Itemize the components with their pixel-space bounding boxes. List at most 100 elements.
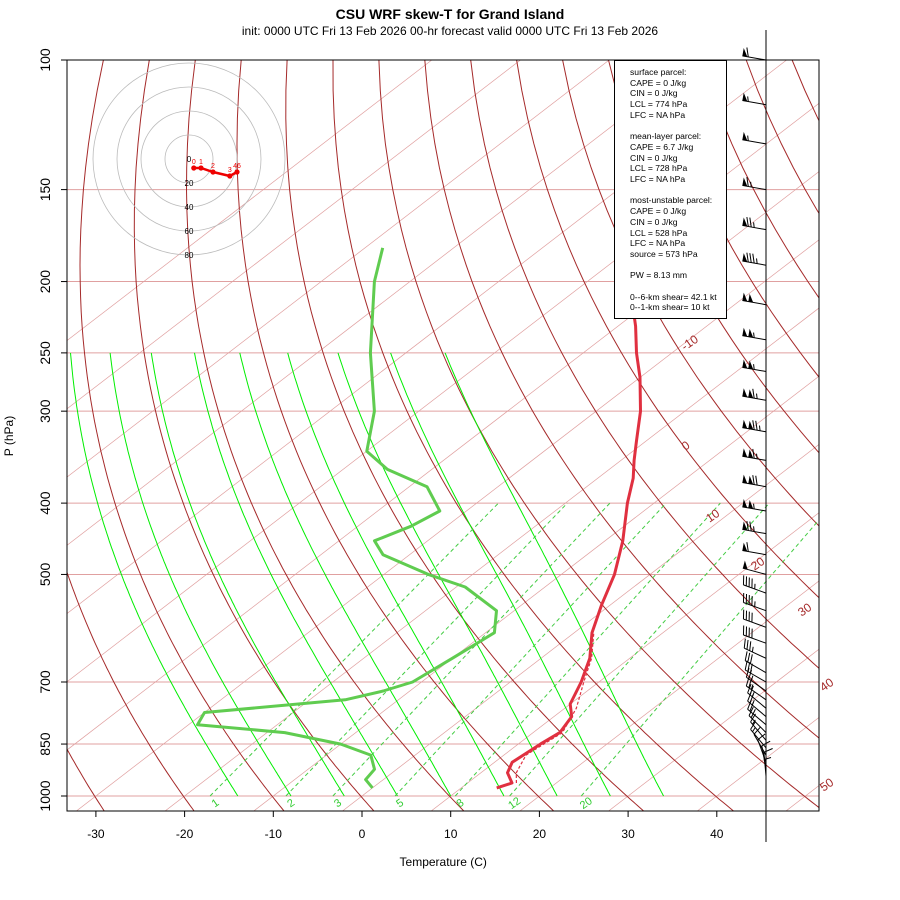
wind-barb-pennant	[742, 542, 748, 552]
mixing-ratio-label: 1	[210, 797, 222, 810]
stats-line: CAPE = 6.7 J/kg	[630, 141, 694, 152]
wind-barb	[742, 625, 767, 644]
wind-barb-staff	[742, 366, 767, 372]
wind-barb	[744, 651, 767, 674]
isotherm-line	[519, 580, 819, 811]
moist-adiabat-line	[194, 352, 398, 797]
wind-barb-pennant	[748, 328, 754, 338]
wind-barb-pennant	[742, 217, 748, 227]
dry-adiabat-label: 10	[703, 506, 722, 525]
moist-adiabat-line	[70, 352, 239, 797]
wind-barb	[742, 575, 767, 594]
wind-barb-flag	[742, 625, 745, 636]
wind-barb-flag	[745, 610, 748, 621]
stats-line: LCL = 728 hPa	[630, 163, 688, 174]
hodograph-point-label: 3	[228, 167, 232, 174]
wind-barb-halfflag	[754, 601, 756, 607]
wind-barb-flag	[763, 748, 773, 753]
wind-barb-pennant	[748, 389, 754, 399]
y-tick-label: 100	[37, 48, 53, 72]
hodograph: 0 20 40 60 80 0 1 2 346	[92, 62, 286, 260]
wind-barb-pennant	[748, 420, 754, 430]
hodograph-ring-label: 20	[185, 179, 194, 188]
wind-barb-flag	[746, 47, 749, 57]
wind-barb-flag	[753, 726, 761, 735]
wind-barb-pennant	[742, 177, 748, 187]
wind-barb-pennant	[742, 327, 748, 337]
y-tick-label: 700	[37, 670, 53, 694]
isotherm-line	[341, 444, 819, 811]
wind-barb-staff	[742, 100, 767, 106]
isotherm-line	[67, 60, 433, 342]
x-tick-label: -20	[176, 827, 194, 841]
stats-line: surface parcel:	[630, 67, 687, 77]
hodograph-point	[191, 165, 197, 171]
wind-barb	[748, 706, 767, 733]
hodograph-point	[227, 173, 233, 179]
wind-barb-staff	[742, 224, 767, 231]
wind-barb-flag	[755, 475, 758, 486]
wind-barb-flag	[745, 594, 748, 604]
wind-barb	[742, 217, 767, 231]
y-tick-label: 250	[37, 341, 53, 365]
mixing-ratio-line	[509, 502, 770, 797]
stats-line: most-unstable parcel:	[630, 195, 713, 206]
wind-barb-pennant	[748, 449, 754, 459]
dry-adiabat-line	[653, 60, 819, 378]
wind-barb-pennant	[742, 498, 748, 508]
dry-adiabat-line	[133, 60, 375, 811]
hodograph-ring-label: 80	[185, 251, 194, 260]
wind-barb-staff	[743, 618, 767, 628]
stats-line: LFC = NA hPa	[630, 109, 686, 120]
dry-adiabat-line	[67, 570, 195, 811]
dry-adiabat-label: 30	[795, 600, 814, 619]
dry-adiabat-label: 50	[817, 775, 836, 794]
isotherm-line	[67, 171, 819, 751]
wind-barb	[742, 327, 767, 341]
wind-barb-halfflag	[758, 425, 761, 431]
wind-barb-flag	[752, 253, 755, 264]
wind-barb-staff	[747, 692, 767, 709]
wind-barb-pennant	[748, 360, 754, 370]
wind-barb	[742, 292, 767, 306]
wind-barb-pennant	[742, 521, 748, 531]
wind-barb-flag	[742, 592, 745, 603]
dry-adiabat-line	[378, 60, 819, 809]
wind-barb	[742, 177, 767, 191]
wind-barb-halfflag	[765, 757, 772, 760]
moist-adiabat-line	[239, 352, 452, 797]
stats-line: 0--6-km shear= 42.1 kt	[630, 291, 717, 302]
wind-barb-flag	[752, 420, 755, 430]
hodograph-ring	[140, 110, 238, 208]
dry-adiabat-line	[236, 60, 555, 811]
dry-adiabat-line	[332, 60, 735, 811]
wind-barb-staff	[742, 300, 767, 306]
stats-line: CIN = 0 J/kg	[630, 216, 678, 227]
stats-line: CAPE = 0 J/kg	[630, 77, 687, 88]
dry-adiabat-line	[884, 60, 900, 812]
wind-barb-flag	[746, 542, 749, 552]
wind-barb-staff	[742, 395, 767, 401]
wind-barb-halfflag	[750, 181, 752, 188]
moist-adiabat-line	[287, 352, 505, 797]
wind-barb-staff	[744, 660, 767, 674]
wind-barb-flag	[744, 651, 748, 661]
hodograph-ring-label: 0	[187, 155, 192, 164]
wind-barb-staff	[742, 139, 767, 145]
wind-barb	[742, 448, 767, 461]
wind-barb-pennant	[742, 474, 748, 484]
wind-barb-flag	[746, 217, 749, 227]
dry-adiabat-line	[516, 60, 819, 599]
dry-adiabat-line	[608, 60, 819, 454]
wind-barb-flag	[745, 667, 750, 678]
wind-barb-halfflag	[753, 222, 755, 228]
wind-barb-flag	[750, 721, 756, 730]
wind-barb	[761, 740, 771, 770]
wind-barb-pennant	[742, 560, 748, 570]
hodograph-point	[210, 169, 216, 175]
wind-barb-halfflag	[752, 727, 756, 732]
hodograph-ring-label: 60	[185, 227, 194, 236]
wind-barb-flag	[747, 692, 752, 702]
stats-line: CIN = 0 J/kg	[630, 88, 678, 99]
